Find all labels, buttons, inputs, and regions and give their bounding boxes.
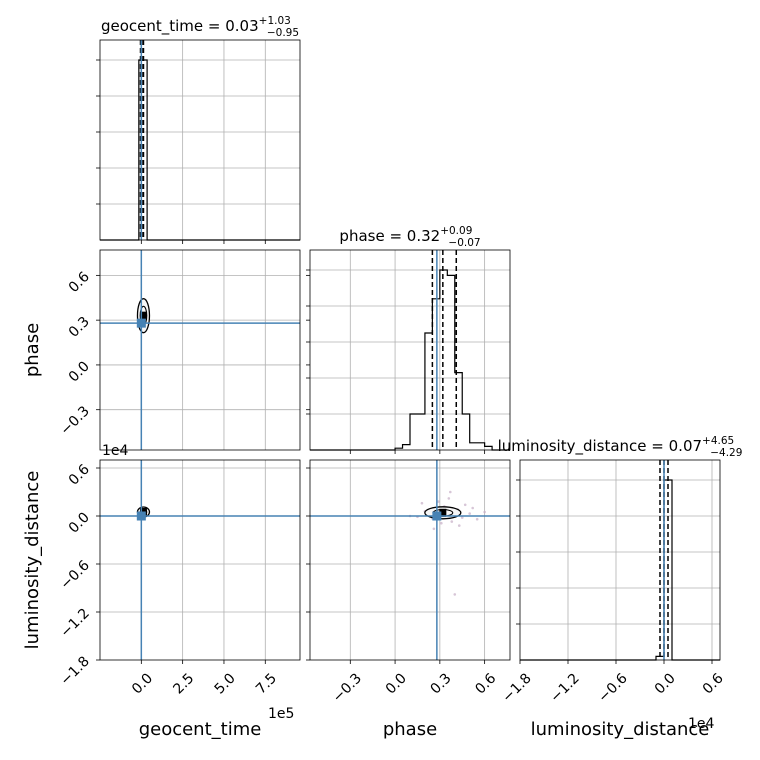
x-tick-label: 7.5 xyxy=(253,670,280,697)
truth-point xyxy=(136,511,146,521)
tick-labels: 0.0 2.5 5.0 7.5 −0.3 0.0 0.3 0.6 −1.8 −1.2 −0.6 0.0… xyxy=(57,240,727,706)
sample-point xyxy=(447,497,451,500)
panel-frame xyxy=(99,39,301,241)
sample-point xyxy=(460,516,464,519)
sample-point xyxy=(450,520,454,523)
density-peak xyxy=(139,311,147,320)
ylabel-luminosity-distance: luminosity_distance xyxy=(22,471,43,650)
sample-point xyxy=(453,593,457,596)
y-tick-label: −0.3 xyxy=(57,403,92,438)
panel-frame xyxy=(99,249,301,451)
histogram-luminosity-distance: luminosity_distance = 0.07+4.65 −4.29 xyxy=(498,435,743,661)
x-tick-label: 0.6 xyxy=(472,670,499,697)
y-tick-label: −1.2 xyxy=(57,606,92,641)
title-geocent-time: geocent_time = 0.03+1.03 −0.95 xyxy=(101,15,299,39)
sample-point xyxy=(432,527,436,531)
y-tick-label: 0.6 xyxy=(66,461,93,488)
y-tick-label: 0.6 xyxy=(66,269,93,296)
offset-text-geocent-time-x: 1e5 xyxy=(268,706,294,722)
histogram-geocent-time: geocent_time = 0.03+1.03 −0.95 xyxy=(96,15,301,241)
scatter-geocent-time-luminosity-distance xyxy=(99,459,301,661)
sample-point xyxy=(463,503,467,507)
y-tick-label: 0.0 xyxy=(66,358,93,385)
histogram-step xyxy=(520,479,720,661)
sample-point xyxy=(475,517,479,521)
density-peak xyxy=(439,508,447,517)
x-tick-label: −0.6 xyxy=(595,670,630,705)
truth-point xyxy=(432,511,442,521)
sample-point xyxy=(483,510,486,514)
title-phase: phase = 0.32+0.09 −0.07 xyxy=(339,225,480,249)
title-luminosity-distance: luminosity_distance = 0.07+4.65 −4.29 xyxy=(498,435,743,459)
truth-point xyxy=(136,318,146,328)
y-tick-label: −0.6 xyxy=(57,557,92,592)
x-tick-label: 2.5 xyxy=(170,670,197,697)
histogram-step xyxy=(100,59,300,241)
sample-point xyxy=(471,506,474,510)
xlabel-geocent-time: geocent_time xyxy=(139,719,262,740)
scatter-geocent-time-phase xyxy=(99,249,301,451)
x-tick-label: 0.0 xyxy=(129,670,156,697)
x-tick-label: 0.0 xyxy=(652,670,679,697)
histogram-step xyxy=(310,269,510,451)
x-tick-label: −1.2 xyxy=(547,670,582,705)
offset-text-luminosity-distance-y: 1e4 xyxy=(102,443,129,459)
sample-point xyxy=(437,500,440,503)
histogram-phase: phase = 0.32+0.09 −0.07 xyxy=(306,225,511,451)
panel-frame xyxy=(99,459,301,661)
y-tick-label: −1.8 xyxy=(57,654,92,689)
ylabel-phase: phase xyxy=(22,323,43,377)
sample-point xyxy=(448,490,452,494)
xlabel-phase: phase xyxy=(383,719,437,740)
sample-point xyxy=(468,512,472,515)
xlabel-luminosity-distance: luminosity_distance xyxy=(531,719,710,740)
y-tick-label: 0.0 xyxy=(66,510,93,537)
y-tick-label: 0.3 xyxy=(66,314,93,341)
x-tick-label: −0.3 xyxy=(330,670,365,705)
sample-point xyxy=(440,521,443,525)
sample-point xyxy=(420,501,424,505)
x-tick-label: 0.0 xyxy=(383,670,410,697)
panel-frame xyxy=(309,249,511,451)
scatter-phase-luminosity-distance xyxy=(309,459,511,661)
panel-frame xyxy=(309,459,511,661)
offset-text-luminosity-distance-x: 1e4 xyxy=(688,716,715,732)
sample-point xyxy=(457,524,461,527)
x-tick-label: 0.3 xyxy=(428,670,455,697)
x-tick-label: 0.6 xyxy=(700,670,727,697)
x-tick-label: 5.0 xyxy=(212,670,239,697)
x-tick-label: −1.8 xyxy=(499,670,534,705)
panel-frame xyxy=(519,459,721,661)
